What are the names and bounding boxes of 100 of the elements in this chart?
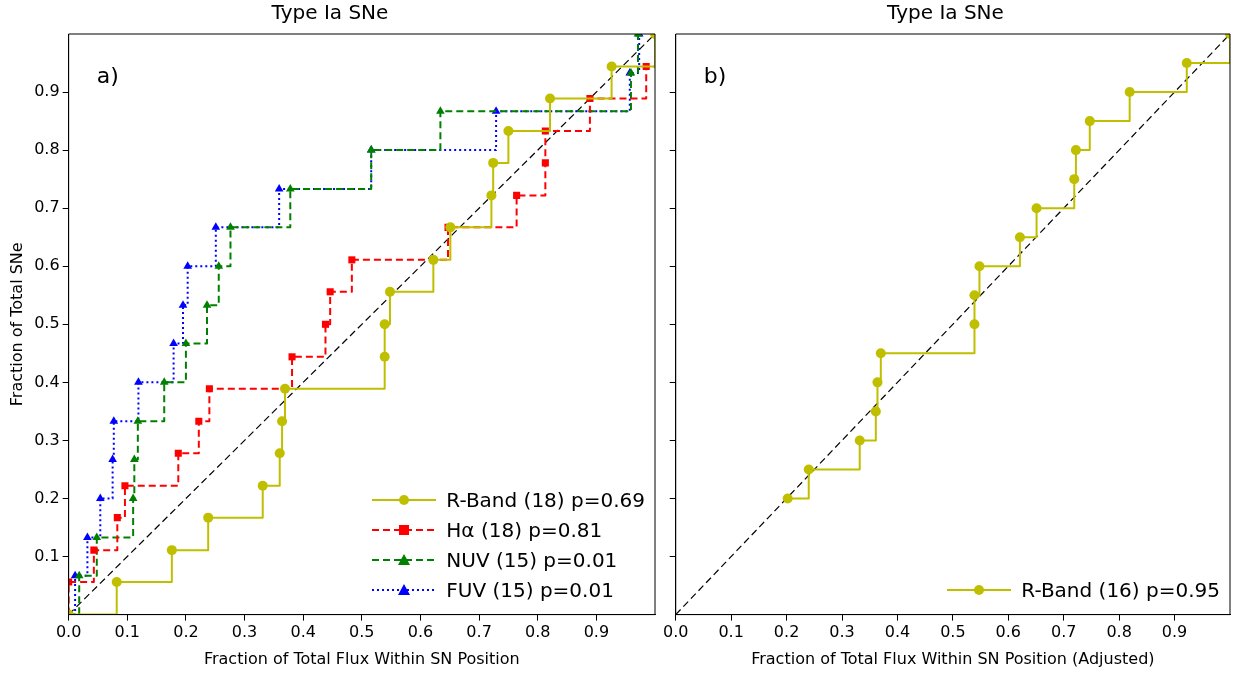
point bbox=[181, 338, 191, 346]
x-tick-label: 0.0 bbox=[55, 622, 82, 642]
point bbox=[159, 377, 169, 385]
point bbox=[214, 261, 224, 269]
point bbox=[321, 320, 329, 328]
x-tick-label: 0.1 bbox=[114, 622, 141, 642]
y-tick-label: 0.8 bbox=[34, 139, 60, 159]
legend-label: NUV (15) p=0.01 bbox=[446, 546, 618, 574]
y-axis-title: Fraction of Total SNe bbox=[6, 242, 26, 407]
point bbox=[285, 184, 295, 192]
x-tick-label: 0.9 bbox=[1161, 622, 1188, 642]
x-tick-label: 0.1 bbox=[718, 622, 744, 642]
annotation: b) bbox=[703, 62, 727, 88]
point bbox=[280, 383, 291, 394]
point bbox=[169, 338, 178, 346]
x-tick-label: 0.3 bbox=[231, 622, 258, 642]
point bbox=[1181, 58, 1192, 69]
y-tick-label: 0.4 bbox=[34, 371, 60, 391]
point bbox=[488, 157, 499, 168]
y-tick-label: 0.9 bbox=[34, 81, 60, 101]
point bbox=[129, 454, 139, 463]
point bbox=[379, 319, 390, 330]
point bbox=[541, 159, 549, 167]
x-tick-label: 0.0 bbox=[663, 622, 689, 642]
point bbox=[74, 570, 84, 579]
point bbox=[178, 300, 188, 308]
point bbox=[111, 577, 122, 588]
x-tick-label: 0.9 bbox=[583, 622, 610, 642]
point bbox=[202, 300, 212, 308]
point bbox=[90, 546, 98, 554]
point bbox=[274, 184, 284, 192]
point bbox=[288, 353, 296, 361]
chart-title: Type Ia SNe bbox=[886, 0, 1004, 25]
y-tick-label: 0.3 bbox=[34, 429, 60, 449]
point bbox=[436, 106, 445, 114]
point bbox=[113, 514, 121, 522]
point bbox=[183, 261, 193, 269]
legend-label: FUV (15) p=0.01 bbox=[446, 576, 614, 604]
point bbox=[1124, 87, 1135, 98]
point bbox=[203, 512, 214, 523]
point bbox=[854, 435, 865, 446]
point bbox=[83, 532, 92, 540]
point bbox=[875, 348, 886, 359]
x-tick-label: 0.3 bbox=[829, 622, 855, 642]
y-tick-label: 0.2 bbox=[34, 487, 60, 507]
point bbox=[108, 454, 117, 463]
point bbox=[205, 385, 213, 393]
point bbox=[513, 191, 521, 199]
point bbox=[274, 448, 285, 459]
legend-label: Hα (18) p=0.81 bbox=[446, 516, 603, 544]
x-tick-label: 0.6 bbox=[407, 622, 434, 642]
point bbox=[277, 416, 288, 427]
point bbox=[969, 319, 980, 330]
point bbox=[1031, 203, 1042, 214]
x-tick-label: 0.7 bbox=[1050, 622, 1077, 642]
x-tick-label: 0.8 bbox=[1106, 622, 1132, 642]
point bbox=[174, 449, 182, 457]
legend-label: R-Band (18) p=0.69 bbox=[446, 486, 645, 514]
point bbox=[226, 222, 235, 230]
point bbox=[348, 256, 356, 264]
point bbox=[257, 480, 268, 491]
x-tick-label: 0.5 bbox=[349, 622, 375, 642]
point bbox=[1069, 174, 1080, 185]
point bbox=[974, 261, 985, 272]
point bbox=[870, 406, 881, 417]
y-tick-label: 0.1 bbox=[34, 545, 60, 565]
y-tick-label: 0.6 bbox=[34, 255, 60, 275]
point bbox=[428, 254, 439, 265]
point bbox=[606, 61, 617, 72]
point bbox=[211, 222, 221, 230]
point bbox=[128, 493, 138, 501]
y-tick-label: 0.7 bbox=[34, 197, 60, 217]
y-tick-label: 0.5 bbox=[34, 313, 60, 333]
annotation: a) bbox=[96, 62, 119, 88]
x-axis-title: Fraction of Total Flux Within SN Position bbox=[203, 648, 520, 668]
point bbox=[545, 93, 556, 104]
point bbox=[92, 532, 102, 540]
x-tick-label: 0.6 bbox=[995, 622, 1022, 642]
point bbox=[1070, 145, 1081, 156]
legend-label: R-Band (16) p=0.95 bbox=[1021, 576, 1220, 604]
x-tick-label: 0.4 bbox=[884, 622, 911, 642]
x-tick-label: 0.8 bbox=[525, 622, 551, 642]
chart-title: Type Ia SNe bbox=[270, 0, 389, 25]
point bbox=[1014, 232, 1025, 243]
x-tick-label: 0.2 bbox=[173, 622, 199, 642]
x-tick-label: 0.5 bbox=[940, 622, 966, 642]
point bbox=[486, 190, 497, 201]
point bbox=[803, 464, 814, 475]
point bbox=[326, 288, 334, 296]
x-tick-label: 0.4 bbox=[290, 622, 316, 642]
point bbox=[95, 493, 105, 501]
point bbox=[782, 493, 793, 504]
point bbox=[1084, 116, 1095, 127]
x-tick-label: 0.2 bbox=[773, 622, 800, 642]
point bbox=[109, 416, 119, 424]
point bbox=[134, 377, 143, 385]
point bbox=[384, 286, 395, 297]
x-tick-label: 0.7 bbox=[466, 622, 492, 642]
point bbox=[133, 416, 143, 424]
point bbox=[379, 351, 390, 362]
